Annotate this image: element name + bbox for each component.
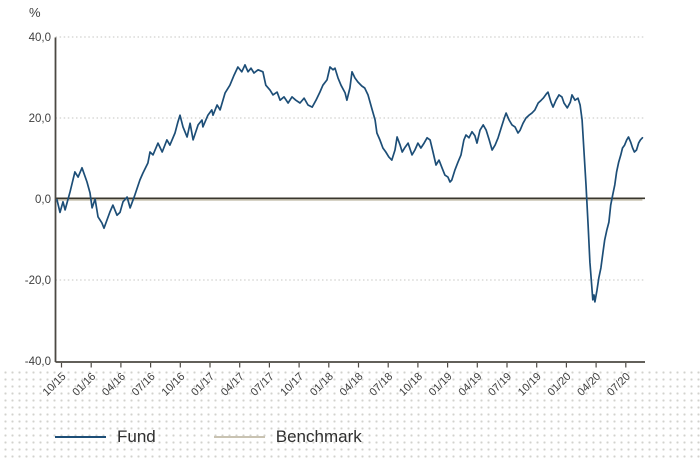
x-tick-label: 10/19 [516, 371, 544, 399]
x-tick-label: 01/17 [189, 371, 217, 399]
x-tick-label: 04/19 [456, 371, 484, 399]
legend-item-benchmark: Benchmark [213, 426, 362, 447]
y-tick-label: -20,0 [25, 275, 51, 287]
x-tick-label: 07/19 [486, 371, 514, 399]
x-tick-label: 04/18 [338, 371, 366, 399]
y-tick-label: 0,0 [35, 194, 51, 206]
x-tick-label: 01/18 [308, 371, 336, 399]
x-tick-label: 07/17 [249, 371, 277, 399]
x-tick-label: 01/20 [546, 371, 574, 399]
y-tick-label: 20,0 [29, 113, 51, 125]
x-tick-label: 10/17 [278, 371, 306, 399]
x-tick-label: 10/16 [159, 371, 187, 399]
x-tick-label: 07/20 [605, 371, 633, 399]
chart-legend: Fund Benchmark [55, 426, 362, 447]
x-tick-label: 01/16 [70, 371, 98, 399]
x-tick-label: 07/18 [367, 371, 395, 399]
y-axis-unit-label: % [29, 5, 41, 20]
y-tick-label: -40,0 [25, 356, 51, 368]
legend-item-fund: Fund [55, 426, 156, 447]
x-tick-label: 01/19 [427, 371, 455, 399]
x-tick-label: 10/15 [41, 371, 69, 399]
fund-line [56, 64, 644, 303]
fund-line-swatch [55, 435, 106, 438]
legend-label-fund: Fund [117, 427, 156, 446]
x-tick-label: 10/18 [397, 371, 425, 399]
benchmark-line-swatch [213, 435, 265, 438]
dotted-background [0, 367, 700, 460]
x-tick-label: 04/17 [219, 371, 247, 399]
legend-label-benchmark: Benchmark [275, 427, 362, 446]
y-tick-label: 40,0 [29, 32, 51, 44]
x-tick-label: 04/20 [575, 371, 603, 399]
x-tick-label: 04/16 [100, 371, 128, 399]
x-tick-label: 07/16 [130, 371, 158, 399]
